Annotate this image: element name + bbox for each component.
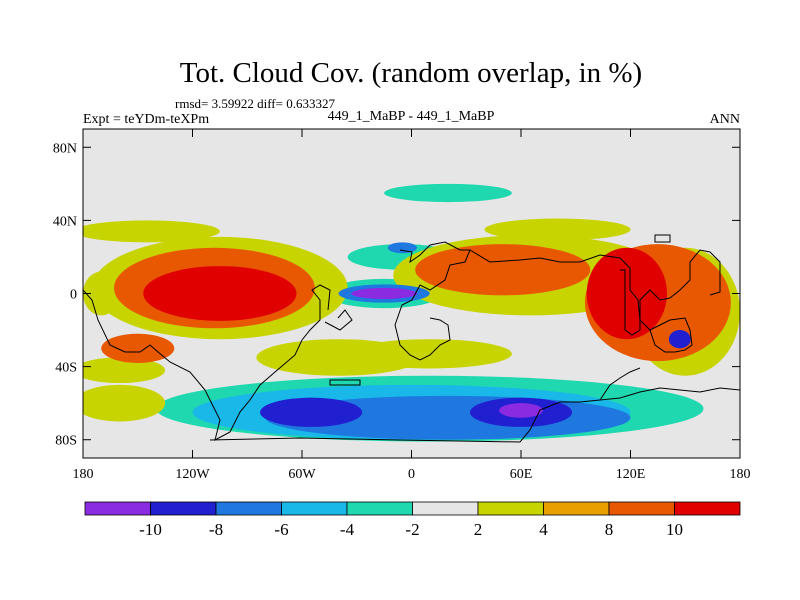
x-tick-label: 180 <box>730 467 751 482</box>
anomaly-region <box>415 244 591 296</box>
experiment-label: Expt = teYDm-teXPm <box>83 112 209 127</box>
y-tick-label: 40S <box>55 361 77 376</box>
colorbar-label: 4 <box>539 520 548 539</box>
x-tick-label: 60W <box>288 467 316 482</box>
coastlines <box>83 234 740 443</box>
stats-label: rmsd= 3.59922 diff= 0.633327 <box>175 96 335 111</box>
season-label: ANN <box>710 112 740 127</box>
colorbar: -10 -8 -6 -4 -2 2 4 8 10 <box>84 501 741 539</box>
colorbar-swatch <box>346 501 413 516</box>
colorbar-swatch <box>477 501 544 516</box>
x-tick-label: 0 <box>408 467 415 482</box>
colorbar-label: -6 <box>274 520 288 539</box>
anomaly-region <box>143 266 297 321</box>
anomaly-region <box>484 218 631 241</box>
colorbar-swatch <box>608 501 675 516</box>
colorbar-swatch <box>84 501 151 516</box>
colorbar-swatch <box>412 501 479 516</box>
colorbar-label: -2 <box>405 520 419 539</box>
anomaly-region <box>586 247 667 340</box>
colorbar-label: -8 <box>209 520 223 539</box>
anomaly-region <box>668 330 691 349</box>
y-tick-label: 0 <box>70 288 77 303</box>
axis-ticks: 180 120W 60W 0 60E 120E 180 80N 40N 0 40S 80S <box>53 129 751 482</box>
anomaly-region <box>384 183 512 203</box>
colorbar-label: 8 <box>605 520 614 539</box>
anomaly-region <box>260 397 363 427</box>
anomaly-region <box>83 384 166 422</box>
anomaly-region <box>387 242 417 254</box>
x-tick-label: 60E <box>510 467 533 482</box>
plot-title: Tot. Cloud Cov. (random overlap, in %) <box>180 57 642 89</box>
colorbar-swatch <box>543 501 610 516</box>
center-label: 449_1_MaBP - 449_1_MaBP <box>328 109 495 124</box>
map-area: 180 120W 60W 0 60E 120E 180 80N 40N 0 40S 80S <box>53 128 751 482</box>
x-tick-label: 120W <box>175 467 210 482</box>
y-tick-label: 80N <box>53 141 77 156</box>
anomaly-region <box>83 271 120 316</box>
colorbar-swatch <box>150 501 217 516</box>
anomaly-region <box>351 288 417 299</box>
x-tick-label: 120E <box>616 467 646 482</box>
colorbar-label: -10 <box>139 520 162 539</box>
y-tick-label: 40N <box>53 214 77 229</box>
anomaly-region <box>499 403 543 418</box>
x-tick-label: 180 <box>73 467 94 482</box>
colorbar-swatch <box>281 501 348 516</box>
colorbar-swatch <box>674 501 741 516</box>
anomaly-region <box>347 339 512 369</box>
colorbar-label: 10 <box>666 520 683 539</box>
y-tick-label: 80S <box>55 434 77 449</box>
anomaly-region <box>101 333 175 363</box>
anomaly-region <box>83 357 166 384</box>
colorbar-swatch <box>215 501 282 516</box>
anomaly-region <box>83 220 220 243</box>
colorbar-label: -4 <box>340 520 355 539</box>
colorbar-label: 2 <box>474 520 483 539</box>
